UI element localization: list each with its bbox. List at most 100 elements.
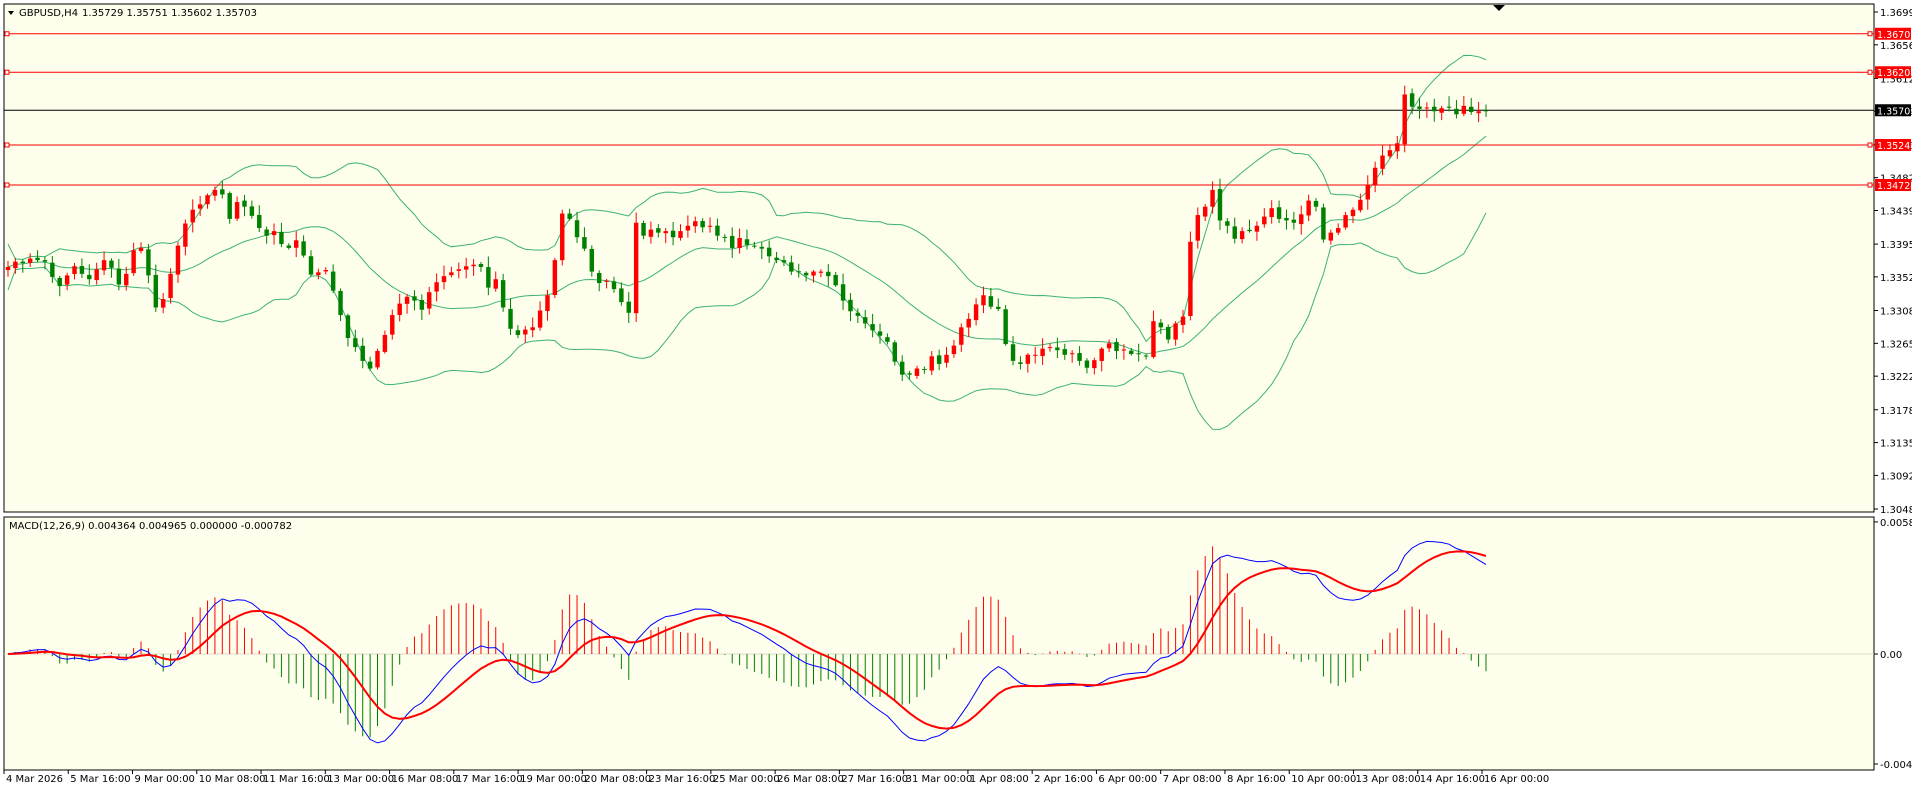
candle-body xyxy=(471,264,476,267)
candle-body xyxy=(1077,353,1082,361)
price-tick-label: 1.30920 xyxy=(1880,471,1912,482)
price-plot-area xyxy=(4,31,1874,430)
candle-body xyxy=(1476,111,1481,114)
candle-body xyxy=(966,318,971,328)
candle-body xyxy=(35,257,40,261)
candle-body xyxy=(1328,232,1334,241)
level-handle-right-1 xyxy=(1867,69,1873,75)
candle-body xyxy=(293,240,299,248)
time-tick-label: 10 Apr 00:00 xyxy=(1291,774,1356,785)
candle-body xyxy=(138,247,144,252)
macd-line xyxy=(7,540,1487,744)
candle-body xyxy=(1151,321,1156,357)
candle-body xyxy=(434,282,439,292)
candle-body xyxy=(1040,348,1045,357)
candle-body xyxy=(1313,200,1319,207)
price-tick-label: 1.33950 xyxy=(1880,240,1912,251)
level-handle-right-0 xyxy=(1867,31,1873,37)
time-tick-label: 14 Apr 16:00 xyxy=(1420,774,1485,785)
time-tick-label: 23 Mar 16:00 xyxy=(649,774,716,785)
candle-body xyxy=(279,231,284,245)
candle-body xyxy=(72,266,77,274)
candle-body xyxy=(286,245,292,248)
candle-body xyxy=(1276,207,1282,219)
candle-body xyxy=(1114,341,1119,351)
shift-marker-icon[interactable] xyxy=(1493,5,1505,11)
candle-body xyxy=(1432,106,1437,112)
candle-body xyxy=(959,327,964,345)
candle-body xyxy=(789,262,794,272)
candle-body xyxy=(574,220,580,238)
level-handle-left-3 xyxy=(4,182,10,188)
candle-body xyxy=(1469,106,1474,113)
candle-body xyxy=(863,317,868,324)
candle-body xyxy=(456,269,462,271)
bollinger-upper-band xyxy=(7,54,1487,343)
candle-body xyxy=(308,256,314,275)
candle-body xyxy=(79,266,85,274)
candle-body xyxy=(781,260,787,263)
candle-body xyxy=(848,299,853,312)
candle-body xyxy=(826,271,831,277)
candle-body xyxy=(1380,155,1385,169)
time-tick-label: 13 Mar 00:00 xyxy=(327,774,394,785)
candle-body xyxy=(1306,200,1311,216)
time-tick-label: 26 Mar 08:00 xyxy=(777,774,844,785)
level-tag-bg xyxy=(1875,138,1911,151)
candle-body xyxy=(478,264,484,267)
candle-body xyxy=(1166,326,1171,340)
candle-body xyxy=(737,237,742,249)
candle-body xyxy=(153,274,159,308)
level-handle-left-2 xyxy=(4,142,10,148)
level-tag-label: 1.36705 xyxy=(1877,30,1912,41)
time-tick-label: 19 Mar 00:00 xyxy=(520,774,587,785)
candle-body xyxy=(338,290,343,316)
candle-body xyxy=(1321,207,1326,240)
candle-body xyxy=(190,209,195,223)
candle-body xyxy=(109,260,114,268)
level-tag-bg xyxy=(1875,66,1911,79)
candle-body xyxy=(427,292,432,309)
candle-body xyxy=(449,272,454,276)
candle-body xyxy=(670,230,676,238)
level-handle-right-2 xyxy=(1867,142,1873,148)
macd-signal-line xyxy=(7,550,1487,730)
macd-tick-label: 0.00 xyxy=(1880,650,1902,661)
time-axis: 4 Mar 2026 5 Mar 16:00 9 Mar 00:00 10 Mar 0… xyxy=(3,770,1549,785)
candle-body xyxy=(648,229,654,237)
candle-body xyxy=(1195,215,1201,241)
candle-body xyxy=(973,304,979,321)
candle-body xyxy=(715,225,720,236)
candle-body xyxy=(803,272,809,276)
level-handle-right-3 xyxy=(1867,182,1873,188)
macd-panel[interactable] xyxy=(3,516,1875,771)
candle-body xyxy=(707,225,713,227)
collapse-triangle-icon[interactable] xyxy=(8,11,14,15)
candle-body xyxy=(1032,354,1038,356)
time-tick-label: 10 Mar 08:00 xyxy=(199,774,266,785)
time-tick-label: 5 Mar 16:00 xyxy=(70,774,130,785)
time-tick-label: 16 Mar 08:00 xyxy=(392,774,459,785)
candle-body xyxy=(94,269,99,281)
price-panel[interactable] xyxy=(3,3,1875,513)
candle-body xyxy=(759,246,764,249)
candle-body xyxy=(183,223,188,247)
candle-body xyxy=(1409,93,1415,107)
candle-body xyxy=(877,331,883,336)
price-tick-label: 1.32650 xyxy=(1880,339,1912,350)
candle-body xyxy=(1417,106,1422,109)
candle-body xyxy=(1299,214,1304,225)
candle-body xyxy=(1010,344,1016,361)
candle-body xyxy=(1254,225,1260,232)
level-tag-bg xyxy=(1875,178,1911,191)
candle-body xyxy=(131,250,136,274)
candle-body xyxy=(1003,309,1008,345)
candle-body xyxy=(855,312,861,316)
candle-body xyxy=(27,258,33,263)
candle-body xyxy=(486,267,491,288)
candle-body xyxy=(227,193,232,219)
candle-body xyxy=(922,369,927,371)
